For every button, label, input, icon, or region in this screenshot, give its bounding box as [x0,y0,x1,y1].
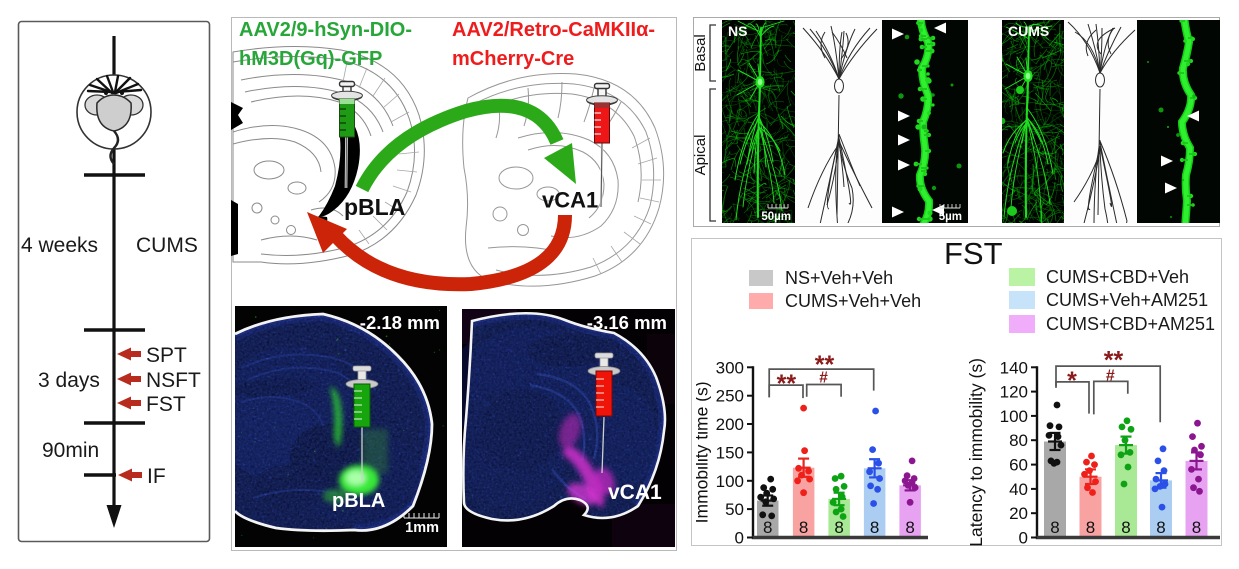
svg-text:*: * [1067,367,1077,395]
svg-text:pBLA: pBLA [344,194,405,220]
svg-text:20: 20 [1009,504,1028,523]
svg-text:8: 8 [870,518,879,537]
svg-text:300: 300 [716,358,744,377]
svg-text:8: 8 [1156,518,1165,537]
svg-text:vCA1: vCA1 [542,188,598,213]
svg-text:8: 8 [834,518,843,537]
svg-text:NSFT: NSFT [146,369,201,392]
svg-text:#: # [819,370,828,387]
svg-text:**: ** [815,351,835,379]
svg-text:8: 8 [905,518,914,537]
svg-text:**: ** [777,370,797,398]
svg-text:SPT: SPT [146,344,187,367]
svg-text:IF: IF [147,465,166,488]
svg-text:120: 120 [1000,383,1028,402]
svg-text:8: 8 [1050,518,1059,537]
svg-text:60: 60 [1009,456,1028,475]
svg-text:-3.16 mm: -3.16 mm [587,312,667,333]
svg-text:Basal: Basal [693,34,709,72]
svg-text:150: 150 [716,443,744,462]
svg-text:3 days: 3 days [38,369,100,392]
svg-text:Latency to immobility (s): Latency to immobility (s) [966,358,986,547]
svg-text:FST: FST [146,393,186,416]
svg-text:200: 200 [716,415,744,434]
svg-text:8: 8 [799,518,808,537]
svg-text:250: 250 [716,387,744,406]
svg-text:100: 100 [1000,407,1028,426]
svg-text:40: 40 [1009,480,1028,499]
svg-text:NS: NS [728,23,747,39]
svg-text:#: # [1106,367,1115,384]
svg-text:4 weeks: 4 weeks [21,234,98,257]
svg-text:CUMS: CUMS [136,234,198,257]
svg-text:1mm: 1mm [405,520,439,536]
svg-text:0: 0 [735,529,744,548]
svg-text:Immobility time (s): Immobility time (s) [696,381,712,523]
svg-text:0: 0 [1019,529,1028,548]
svg-text:80: 80 [1009,431,1028,450]
svg-text:50µm: 50µm [761,211,791,223]
svg-text:Apical: Apical [693,135,709,176]
svg-text:8: 8 [1086,518,1095,537]
svg-text:100: 100 [716,472,744,491]
svg-text:8: 8 [763,518,772,537]
svg-text:8: 8 [1192,518,1201,537]
svg-text:140: 140 [1000,358,1028,377]
svg-text:pBLA: pBLA [332,490,385,512]
svg-text:8: 8 [1121,518,1130,537]
svg-text:50: 50 [725,500,744,519]
svg-text:5µm: 5µm [939,211,962,223]
svg-text:vCA1: vCA1 [608,481,662,504]
svg-text:CUMS: CUMS [1008,23,1049,39]
svg-text:-2.18 mm: -2.18 mm [360,312,440,333]
svg-text:**: ** [1104,346,1124,374]
svg-text:90min: 90min [42,439,99,462]
